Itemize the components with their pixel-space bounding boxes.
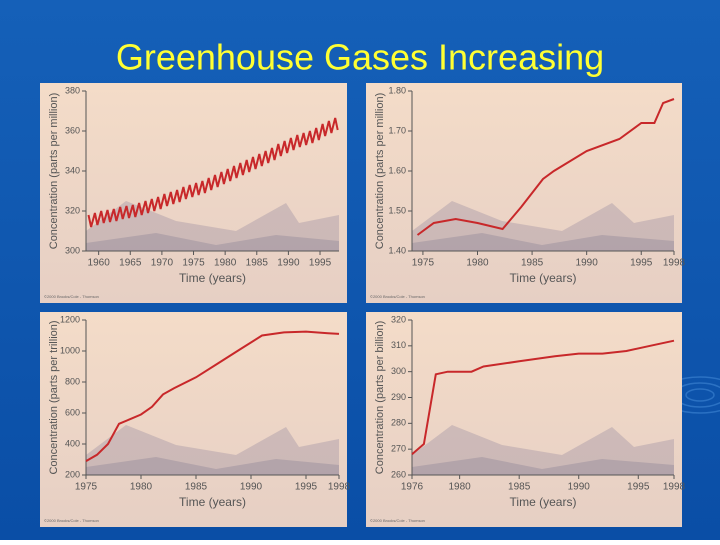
mountains-near	[412, 233, 674, 251]
x-tick-label: 1998	[663, 482, 686, 493]
x-tick-label: 1990	[277, 258, 300, 269]
mountains-near	[86, 233, 339, 251]
y-tick-label: 320	[65, 205, 80, 215]
x-tick-label: 1998	[328, 482, 351, 493]
credit: ©2000 Brooks/Cole - Thomson	[44, 518, 99, 523]
y-tick-label: 1200	[60, 314, 80, 324]
y-tick-label: 380	[65, 85, 80, 95]
x-tick-label: 1975	[182, 258, 205, 269]
x-tick-label: 1990	[568, 482, 591, 493]
x-axis-label: Time (years)	[510, 495, 577, 509]
y-axis-label: Concentration (parts per million)	[48, 93, 60, 250]
y-tick-label: 1.80	[388, 85, 406, 95]
chart-panel: 200 400 600 800 1000 1200 1975 1980 1985 1990 1995…	[40, 312, 351, 527]
x-tick-label: 1985	[521, 258, 544, 269]
y-tick-label: 300	[65, 245, 80, 255]
y-tick-label: 400	[65, 438, 80, 448]
chart-panel: 300 320 340 360 380 1960 1965 1970 1975 1980 1985 1…	[40, 83, 347, 303]
y-tick-label: 310	[391, 340, 406, 350]
y-tick-label: 320	[391, 314, 406, 324]
x-tick-label: 1995	[627, 482, 650, 493]
y-tick-label: 340	[65, 165, 80, 175]
x-tick-label: 1980	[214, 258, 237, 269]
slide-title: Greenhouse Gases Increasing	[116, 37, 604, 78]
x-tick-label: 1975	[412, 258, 435, 269]
x-axis-label: Time (years)	[179, 495, 246, 509]
x-tick-label: 1960	[88, 258, 111, 269]
y-tick-label: 600	[65, 407, 80, 417]
x-tick-label: 1980	[466, 258, 489, 269]
x-tick-label: 1985	[185, 482, 208, 493]
x-tick-label: 1995	[309, 258, 332, 269]
data-line	[411, 339, 675, 456]
data-line	[87, 117, 339, 228]
chart-panel: 1.40 1.50 1.60 1.70 1.80 1975 1980 1985 1990 1995…	[366, 83, 686, 303]
y-axis-label: Concentration (parts per trillion)	[48, 320, 60, 474]
x-tick-label: 1980	[449, 482, 472, 493]
y-tick-label: 280	[391, 418, 406, 428]
y-tick-label: 1.50	[388, 205, 406, 215]
chart-panel: 260 270 280 290 300 310 320 1976 1980 1985 1990 199…	[366, 312, 686, 527]
x-tick-label: 1998	[663, 258, 686, 269]
panel-background	[366, 312, 682, 527]
panel-background	[40, 312, 347, 527]
x-tick-label: 1995	[630, 258, 653, 269]
y-axis-label: Concentration (parts per million)	[374, 93, 386, 250]
data-line	[85, 330, 340, 462]
mountains-near	[86, 457, 339, 475]
x-tick-label: 1975	[75, 482, 98, 493]
panel-background	[366, 83, 682, 303]
y-tick-label: 360	[65, 125, 80, 135]
mountains	[86, 425, 339, 475]
x-tick-label: 1985	[508, 482, 531, 493]
x-axis-label: Time (years)	[510, 271, 577, 285]
y-tick-label: 200	[65, 469, 80, 479]
y-tick-label: 1000	[60, 345, 80, 355]
y-tick-label: 1.60	[388, 165, 406, 175]
y-tick-label: 260	[391, 469, 406, 479]
x-axis-label: Time (years)	[179, 271, 246, 285]
x-tick-label: 1976	[401, 482, 424, 493]
data-line	[416, 98, 675, 236]
x-tick-label: 1990	[576, 258, 599, 269]
credit: ©2000 Brooks/Cole - Thomson	[370, 518, 425, 523]
x-tick-label: 1970	[151, 258, 174, 269]
x-tick-label: 1995	[295, 482, 318, 493]
mountains-near	[412, 457, 674, 475]
credit: ©2000 Brooks/Cole - Thomson	[370, 294, 425, 299]
y-tick-label: 1.70	[388, 125, 406, 135]
x-tick-label: 1965	[119, 258, 142, 269]
y-tick-label: 300	[391, 366, 406, 376]
x-tick-label: 1990	[240, 482, 263, 493]
mountains	[412, 201, 674, 251]
y-tick-label: 800	[65, 376, 80, 386]
y-tick-label: 290	[391, 392, 406, 402]
mountains	[412, 425, 674, 475]
y-tick-label: 1.40	[388, 245, 406, 255]
mountains	[86, 201, 339, 251]
x-tick-label: 1985	[246, 258, 269, 269]
x-tick-label: 1980	[130, 482, 153, 493]
credit: ©2000 Brooks/Cole - Thomson	[44, 294, 99, 299]
y-axis-label: Concentration (parts per billion)	[374, 321, 386, 474]
y-tick-label: 270	[391, 444, 406, 454]
